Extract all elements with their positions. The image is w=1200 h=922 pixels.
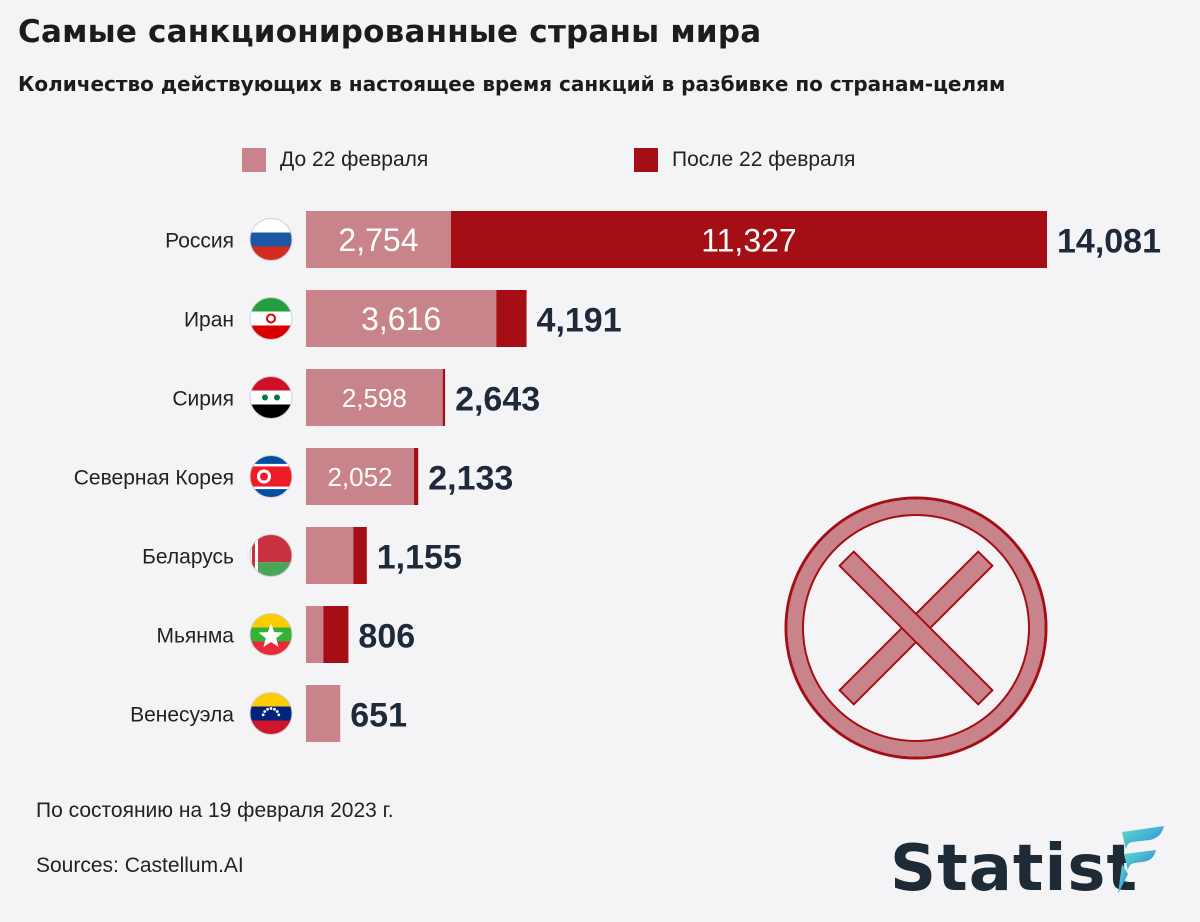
- bar-row: Мьянма 806: [156, 606, 415, 663]
- bar-segment-before: [306, 290, 497, 347]
- category-label: Северная Корея: [74, 467, 234, 490]
- total-label: 14,081: [1057, 223, 1161, 261]
- north-korea-flag-icon: [249, 455, 293, 498]
- bar-segment-after: [323, 606, 349, 663]
- category-label: Россия: [165, 230, 234, 253]
- bar-segment-after: [442, 369, 446, 426]
- data-label-before: 2,754: [338, 222, 418, 258]
- total-label: 4,191: [537, 302, 622, 340]
- bar-row: Беларусь 1,155: [142, 527, 462, 584]
- chart-title: Самые санкционированные страны мира: [18, 14, 762, 50]
- total-label: 1,155: [377, 539, 462, 577]
- bar-row: Венесуэла 651: [130, 685, 407, 742]
- sanction-stamp-icon: [784, 496, 1048, 760]
- brand-logo-text: Statist: [890, 832, 1139, 906]
- data-label-before: 2,598: [342, 383, 407, 413]
- data-label-before: 2,052: [327, 462, 392, 492]
- category-label: Венесуэла: [130, 704, 234, 727]
- brand-logo-icon: [1118, 826, 1164, 894]
- bar-row: Россия 2,754 11,327 14,081: [165, 211, 1161, 268]
- total-label: 2,643: [455, 381, 540, 419]
- bar-segment-before: [306, 685, 341, 742]
- chart-legend: До 22 февраля После 22 февраля: [242, 148, 942, 178]
- belarus-flag-icon: [249, 534, 293, 577]
- date-note: По состоянию на 19 февраля 2023 г.: [36, 799, 394, 822]
- legend-swatch-after: [634, 148, 658, 172]
- sources-note: Sources: Castellum.AI: [36, 854, 244, 877]
- bar-row: Иран 3,616 4,191: [184, 290, 622, 347]
- category-label: Беларусь: [142, 546, 234, 569]
- bar-segment-before: [306, 211, 451, 268]
- iran-flag-icon: [249, 297, 293, 340]
- myanmar-flag-icon: [249, 613, 293, 656]
- bar-row: Сирия 2,598 2,643: [172, 369, 540, 426]
- russia-flag-icon: [249, 218, 293, 261]
- venezuela-flag-icon: [249, 692, 293, 735]
- category-label: Иран: [184, 309, 234, 332]
- bar-segment-after: [496, 290, 527, 347]
- total-label: 806: [358, 618, 415, 656]
- syria-flag-icon: [249, 376, 293, 419]
- total-label: 2,133: [428, 460, 513, 498]
- total-label: 651: [350, 697, 407, 735]
- category-label: Мьянма: [156, 625, 234, 648]
- data-label-before: 3,616: [361, 301, 441, 337]
- chart-subtitle: Количество действующих в настоящее время…: [18, 72, 1006, 96]
- legend-item-before: До 22 февраля: [242, 148, 428, 172]
- bar-chart: Россия 2,754 11,327 14,081 Иран 3,616 4,191 Сир…: [74, 211, 1161, 742]
- bar-row: Северная Корея 2,052 2,133: [74, 448, 513, 505]
- bar-segment-before: [306, 606, 324, 663]
- legend-label-after: После 22 февраля: [672, 148, 856, 171]
- bar-segment-after: [353, 527, 367, 584]
- bar-segment-before: [306, 527, 354, 584]
- legend-label-before: До 22 февраля: [280, 148, 429, 171]
- category-label: Сирия: [172, 388, 234, 411]
- bar-segment-before: [306, 369, 443, 426]
- bar-segment-before: [306, 448, 414, 505]
- legend-item-after: После 22 февраля: [634, 148, 855, 172]
- bar-segment-after: [413, 448, 419, 505]
- legend-swatch-before: [242, 148, 266, 172]
- bar-segment-after: [450, 211, 1048, 268]
- data-label-after: 11,327: [701, 223, 797, 259]
